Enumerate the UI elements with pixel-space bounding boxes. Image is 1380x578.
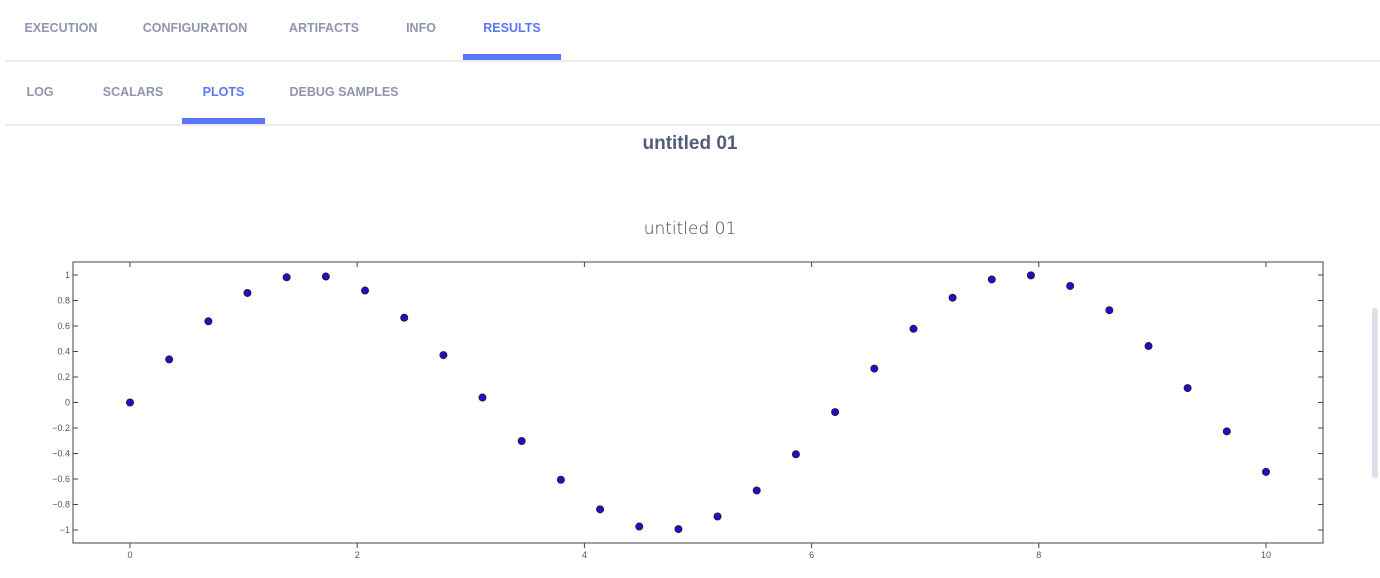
y-tick-label: −0.6 <box>52 474 70 484</box>
data-point <box>126 398 135 407</box>
data-point <box>517 437 526 446</box>
y-tick-label: 0.8 <box>57 296 70 306</box>
results-subtabs: LOG SCALARS PLOTS DEBUG SAMPLES <box>5 64 1380 126</box>
y-tick-label: −0.8 <box>52 500 70 510</box>
data-point <box>165 355 174 364</box>
data-point <box>1144 342 1153 351</box>
tab-plots[interactable]: PLOTS <box>182 64 265 124</box>
plot-frame <box>72 261 1324 544</box>
tab-results[interactable]: RESULTS <box>463 0 561 60</box>
x-tick-label: 0 <box>127 550 132 560</box>
data-point <box>282 273 291 282</box>
data-point <box>635 522 644 531</box>
data-point <box>400 313 409 322</box>
data-point <box>1105 306 1114 315</box>
data-point <box>1066 281 1075 290</box>
y-tick-label: 0.2 <box>57 372 70 382</box>
tab-scalars[interactable]: SCALARS <box>102 85 164 99</box>
data-point <box>713 512 722 521</box>
data-point <box>1262 467 1271 476</box>
data-point <box>439 351 448 360</box>
plot-title: untitled 01 <box>643 219 737 239</box>
data-point <box>752 486 761 495</box>
data-point <box>1026 271 1035 280</box>
data-point <box>870 364 879 373</box>
main-tabs: EXECUTION CONFIGURATION ARTIFACTS INFO RESUL… <box>5 0 1380 62</box>
data-point <box>791 450 800 459</box>
data-point <box>1183 384 1192 393</box>
y-tick-label: −1 <box>60 525 70 535</box>
data-point <box>204 317 213 326</box>
tab-configuration[interactable]: CONFIGURATION <box>142 21 248 35</box>
data-point <box>596 505 605 514</box>
y-tick-label: −0.2 <box>52 423 70 433</box>
data-point <box>948 293 957 302</box>
data-point <box>674 525 683 534</box>
x-tick-label: 6 <box>809 550 814 560</box>
y-tick-label: −0.4 <box>52 449 70 459</box>
x-tick-label: 2 <box>355 550 360 560</box>
data-point <box>1222 427 1231 436</box>
x-tick-label: 8 <box>1036 550 1041 560</box>
data-point <box>361 286 370 295</box>
tab-debug-samples[interactable]: DEBUG SAMPLES <box>289 85 399 99</box>
data-point <box>321 272 330 281</box>
data-point <box>987 275 996 284</box>
data-point <box>909 324 918 333</box>
section-title: untitled 01 <box>642 133 738 154</box>
y-tick-label: 0.4 <box>57 347 70 357</box>
tab-execution[interactable]: EXECUTION <box>24 21 98 35</box>
tab-log[interactable]: LOG <box>26 85 54 99</box>
x-tick-label: 4 <box>582 550 587 560</box>
data-point <box>478 393 487 402</box>
x-tick-label: 10 <box>1261 550 1271 560</box>
y-tick-label: 1 <box>65 270 70 280</box>
y-tick-label: 0 <box>65 398 70 408</box>
y-tick-label: 0.6 <box>57 321 70 331</box>
data-point <box>243 288 252 297</box>
data-point <box>831 408 840 417</box>
tab-info[interactable]: INFO <box>406 21 436 35</box>
tab-artifacts[interactable]: ARTIFACTS <box>288 21 360 35</box>
scrollbar[interactable] <box>1372 308 1378 478</box>
data-point <box>556 475 565 484</box>
